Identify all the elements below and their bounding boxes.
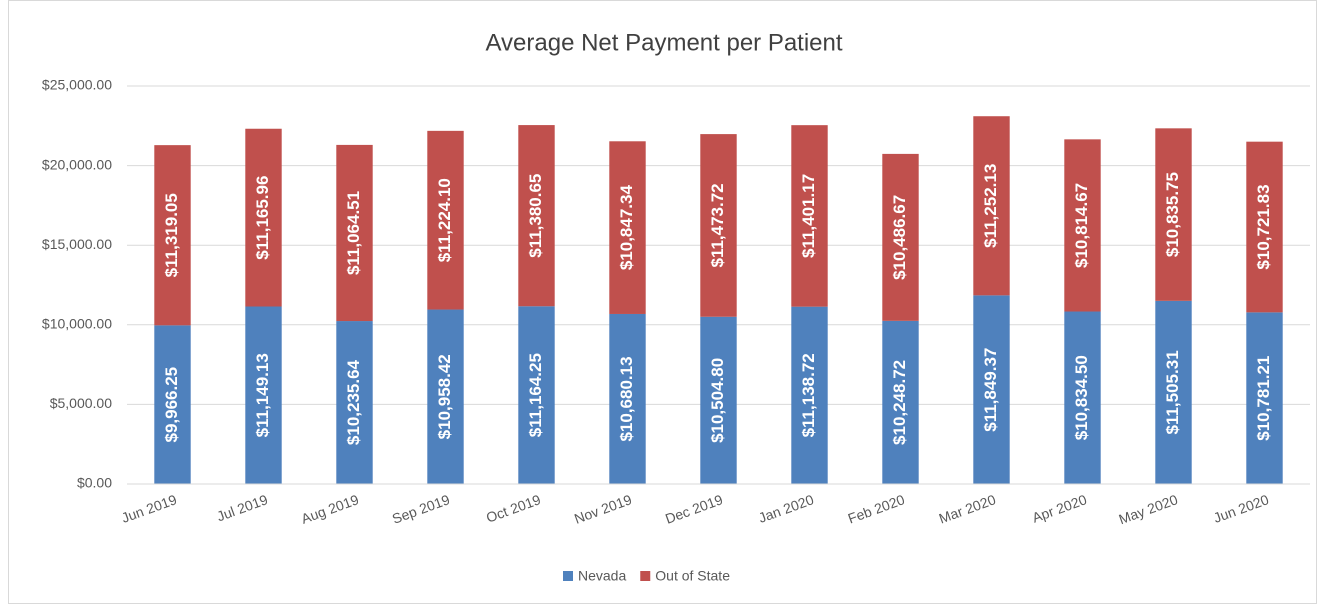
bar-segment xyxy=(700,316,737,484)
data-label: $11,164.25 xyxy=(526,353,545,437)
bar-segment xyxy=(700,134,737,317)
bar-segment xyxy=(973,295,1010,484)
data-label: $11,849.37 xyxy=(981,348,1000,432)
data-label: $9,966.25 xyxy=(162,367,181,443)
legend-swatch xyxy=(563,571,573,581)
bar-segment xyxy=(791,306,828,484)
y-tick-label: $20,000.00 xyxy=(42,156,112,172)
data-label: $11,149.13 xyxy=(253,353,272,437)
bar-segment xyxy=(882,153,919,321)
chart-title: Average Net Payment per Patient xyxy=(485,29,842,56)
data-label: $11,473.72 xyxy=(708,183,727,267)
bar-segment xyxy=(245,306,282,484)
bar-segment xyxy=(609,313,646,484)
bar-segment xyxy=(609,141,646,314)
data-label: $11,165.96 xyxy=(253,176,272,260)
bar-segment xyxy=(336,144,373,322)
bar-segment xyxy=(154,325,191,484)
bar-segment xyxy=(1064,139,1101,312)
data-label: $11,064.51 xyxy=(344,191,363,275)
bar-segment xyxy=(427,309,464,484)
bar-segment xyxy=(882,320,919,484)
bar-segment xyxy=(1246,312,1283,484)
data-label: $10,248.72 xyxy=(890,360,909,445)
bar-segment xyxy=(154,145,191,326)
data-label: $10,235.64 xyxy=(344,359,363,445)
data-label: $10,680.13 xyxy=(617,356,636,441)
bar-segment xyxy=(791,125,828,307)
y-tick-label: $15,000.00 xyxy=(42,236,112,252)
data-label: $10,721.83 xyxy=(1254,184,1273,269)
data-label: $10,835.75 xyxy=(1163,172,1182,257)
data-label: $10,504.80 xyxy=(708,358,727,443)
bar-segment xyxy=(336,321,373,484)
data-label: $11,505.31 xyxy=(1163,350,1182,434)
data-label: $11,401.17 xyxy=(799,174,818,258)
data-label: $11,138.72 xyxy=(799,353,818,437)
legend-swatch xyxy=(640,571,651,581)
data-label: $11,224.10 xyxy=(435,178,454,262)
y-tick-label: $0.00 xyxy=(77,475,112,491)
bar-segment xyxy=(245,128,282,307)
data-label: $10,814.67 xyxy=(1072,183,1091,268)
y-tick-label: $10,000.00 xyxy=(42,316,112,332)
bar-segment xyxy=(1155,128,1192,301)
y-tick-label: $25,000.00 xyxy=(42,77,112,93)
data-label: $10,847.34 xyxy=(617,185,636,271)
bar-segment xyxy=(1246,141,1283,313)
data-label: $10,486.67 xyxy=(890,195,909,280)
bar-segment xyxy=(427,130,464,310)
data-label: $11,319.05 xyxy=(162,193,181,277)
data-label: $10,958.42 xyxy=(435,354,454,439)
data-label: $10,834.50 xyxy=(1072,355,1091,440)
data-label: $11,380.65 xyxy=(526,174,545,258)
data-label: $11,252.13 xyxy=(981,164,1000,248)
bar-segment xyxy=(1155,300,1192,484)
bar-segment xyxy=(518,125,555,307)
bar-segment xyxy=(1064,311,1101,484)
y-tick-label: $5,000.00 xyxy=(50,395,112,411)
data-label: $10,781.21 xyxy=(1254,356,1273,441)
legend-label: Nevada xyxy=(578,568,626,584)
bar-segment xyxy=(973,116,1010,296)
legend-label: Out of State xyxy=(655,568,730,584)
bar-segment xyxy=(518,306,555,484)
